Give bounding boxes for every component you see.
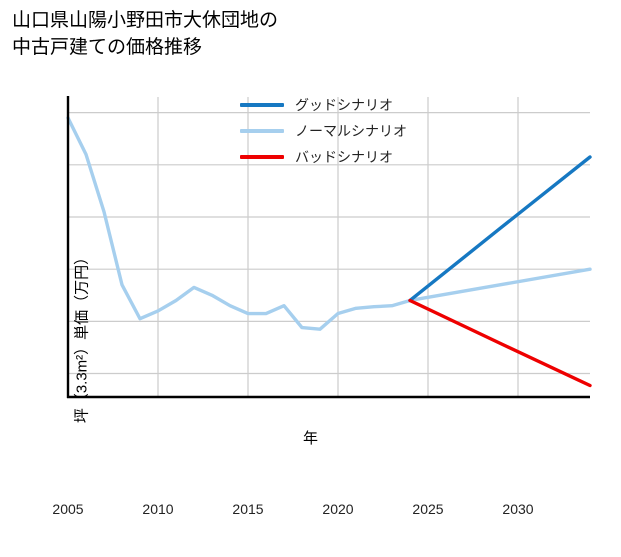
chart-legend: グッドシナリオ ノーマルシナリオ バッドシナリオ (240, 92, 407, 170)
x-tick-label: 2020 (322, 501, 354, 517)
gridlines-horizontal (68, 112, 590, 375)
x-tick-label: 2005 (52, 501, 84, 517)
y-axis-title: 坪（3.3m²）単価（万円） (73, 249, 91, 424)
legend-label: ノーマルシナリオ (295, 123, 407, 139)
x-axis-title: 年 (302, 430, 318, 447)
legend-item[interactable]: バッドシナリオ (240, 144, 407, 170)
legend-item[interactable]: グッドシナリオ (240, 92, 407, 118)
x-tick-label: 2010 (142, 501, 174, 517)
legend-label: バッドシナリオ (295, 149, 393, 165)
data-line-グッドシナリオ (408, 155, 592, 303)
chart-title: 山口県山陽小野田市大休団地の 中古戸建ての価格推移 (12, 10, 279, 58)
legend-color-swatch (240, 155, 284, 159)
legend-item[interactable]: ノーマルシナリオ (240, 118, 407, 144)
x-tick-label: 2030 (502, 501, 534, 517)
data-line-バッドシナリオ (408, 298, 592, 388)
data-series-layer (66, 116, 592, 388)
data-line-ノーマルシナリオ (66, 116, 592, 331)
x-tick-label: 2025 (412, 501, 444, 517)
legend-color-swatch (240, 129, 284, 133)
chart-figure: 山口県山陽小野田市大休団地の 中古戸建ての価格推移 202122232425 2… (12, 10, 592, 517)
legend-label: グッドシナリオ (295, 97, 393, 113)
legend-color-swatch (240, 103, 284, 107)
plot-svg (66, 96, 592, 399)
x-tick-label: 2015 (232, 501, 264, 517)
